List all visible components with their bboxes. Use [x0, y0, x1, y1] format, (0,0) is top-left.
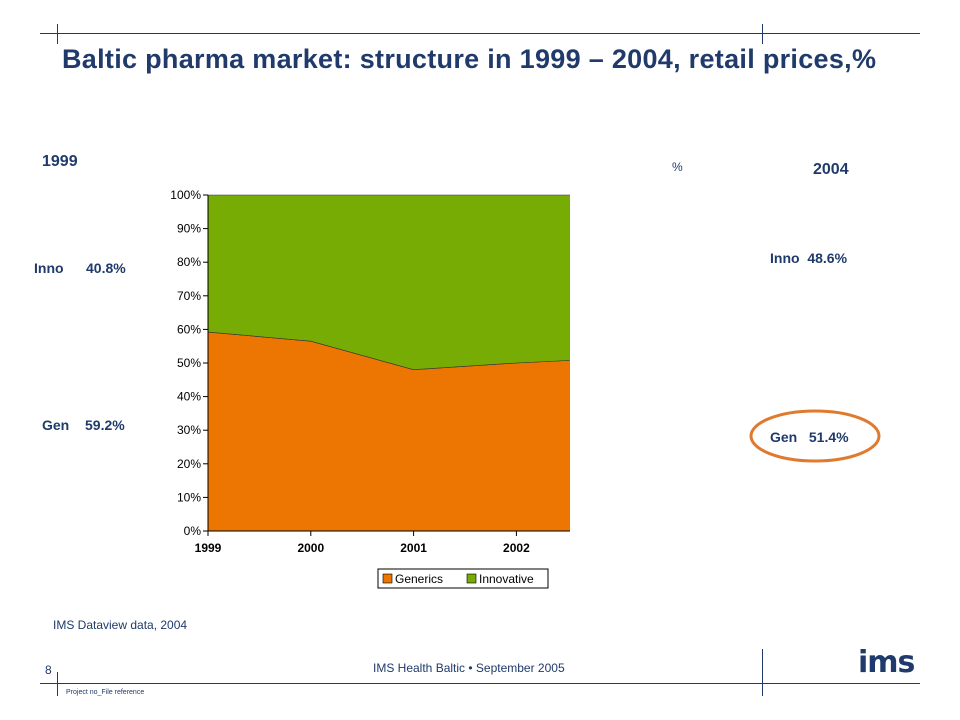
bottom-tick-right: [762, 649, 763, 696]
y-tick-label: 60%: [177, 322, 201, 336]
stacked-area-chart: 0% 10% 20% 30% 40% 50% 60% 70% 80% 90% 100% 1999 200…: [170, 188, 570, 589]
right-year-label: 2004: [813, 161, 849, 178]
left-gen-value: 59.2%: [85, 417, 125, 433]
bottom-rule: [40, 683, 920, 684]
left-inno-label: Inno: [34, 260, 64, 276]
y-tick-label: 90%: [177, 222, 201, 236]
right-inno-text: Inno 48.6%: [770, 250, 848, 266]
y-tick-label: 100%: [170, 188, 201, 202]
bottom-tick-left: [57, 672, 58, 696]
footer-text: IMS Health Baltic • September 2005: [373, 661, 565, 675]
legend-swatch-generics: [382, 573, 393, 584]
page-number: 8: [45, 663, 52, 677]
legend-label-innovative: Innovative: [479, 572, 534, 586]
ims-logo: ims: [858, 645, 915, 680]
top-tick-left: [57, 24, 58, 44]
left-gen-label: Gen: [42, 417, 70, 433]
y-tick-label: 10%: [177, 490, 201, 504]
file-reference: Project no_File reference: [66, 689, 145, 696]
area-innovative: [207, 194, 570, 371]
left-year-label: 1999: [42, 153, 78, 170]
highlight-ellipse: [749, 409, 881, 463]
y-tick-label: 70%: [177, 289, 201, 303]
source-note: IMS Dataview data, 2004: [53, 618, 188, 632]
y-tick-label: 20%: [177, 457, 201, 471]
left-inno-value: 40.8%: [86, 260, 126, 276]
y-tick-label: 50%: [177, 356, 201, 370]
y-tick-label: 40%: [177, 390, 201, 404]
x-tick-label: 1999: [195, 541, 222, 555]
percent-label: %: [672, 160, 683, 174]
legend-label-generics: Generics: [395, 572, 443, 586]
x-tick-label: 2000: [297, 541, 324, 555]
x-tick-label: 2001: [400, 541, 427, 555]
top-tick-right: [762, 24, 763, 44]
top-rule: [40, 33, 920, 34]
slide-title: Baltic pharma market: structure in 1999 …: [62, 44, 877, 74]
y-tick-label: 0%: [184, 524, 202, 538]
right-gen-text: Gen 51.4%: [770, 429, 849, 445]
y-tick-label: 30%: [177, 423, 201, 437]
x-tick-label: 2002: [503, 541, 530, 555]
legend-swatch-innovative: [466, 573, 477, 584]
legend-box: [377, 568, 549, 589]
y-tick-label: 80%: [177, 255, 201, 269]
